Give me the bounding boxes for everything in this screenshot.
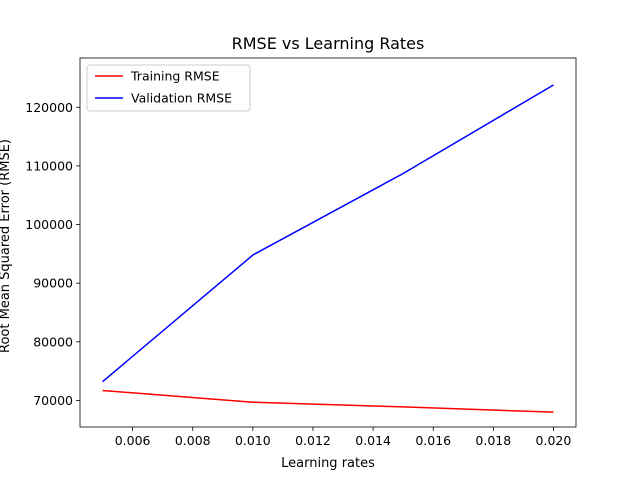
- x-tick-label: 0.008: [175, 433, 211, 448]
- x-tick-label: 0.010: [235, 433, 271, 448]
- legend-label-2: Validation RMSE: [131, 91, 232, 106]
- legend-box: [86, 64, 251, 112]
- series-line-1: [102, 389, 554, 413]
- x-tick-label: 0.014: [355, 433, 391, 448]
- x-tick-label: 0.020: [536, 433, 572, 448]
- x-tick-label: 0.018: [475, 433, 511, 448]
- y-axis-label: Root Mean Squared Error (RMSE): [0, 139, 13, 353]
- y-tick-label: 100000: [25, 217, 73, 232]
- y-tick-label: 120000: [25, 100, 73, 115]
- x-tick-label: 0.016: [415, 433, 451, 448]
- y-tick-label: 90000: [33, 276, 73, 291]
- x-tick-label: 0.012: [295, 433, 331, 448]
- legend-label-1: Training RMSE: [130, 69, 220, 84]
- plot-area: 0.006 0.008 0.010 0.012 0.014 0.016 0.018 0.020…: [25, 57, 577, 448]
- axes-frame: [79, 57, 577, 428]
- y-tick-label: 110000: [25, 158, 73, 173]
- y-tick-label: 70000: [33, 393, 73, 408]
- y-tick-label: 80000: [33, 334, 73, 349]
- chart-title: RMSE vs Learning Rates: [232, 34, 425, 53]
- x-axis-label: Learning rates: [281, 456, 375, 471]
- series-line-2: [102, 84, 554, 383]
- x-tick-label: 0.006: [115, 433, 151, 448]
